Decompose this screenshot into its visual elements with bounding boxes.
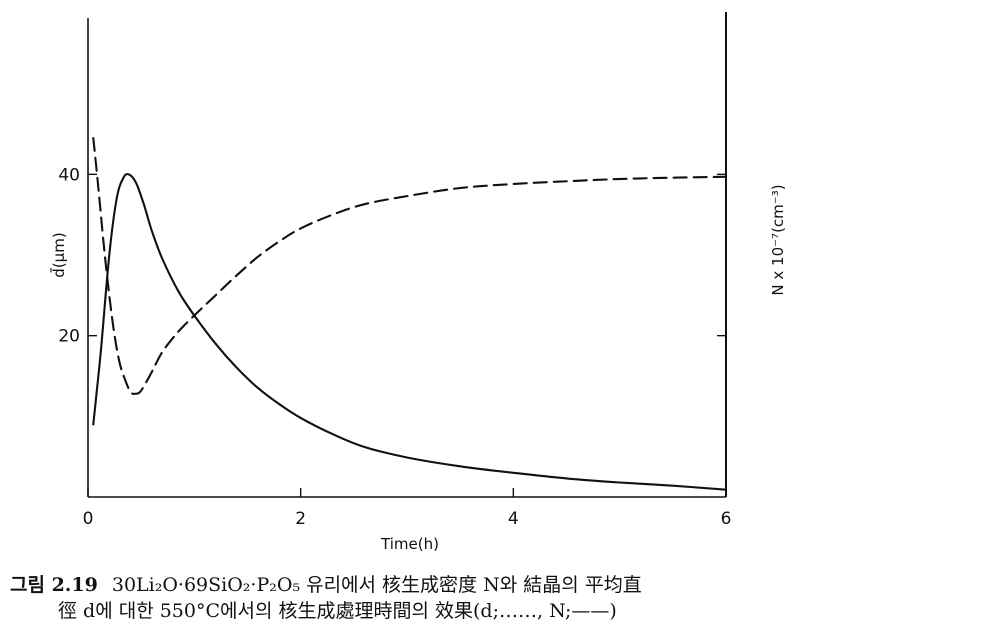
labels: Time(h) d̄(μm) N x 10⁻⁷(cm⁻³) <box>49 184 787 553</box>
x-tick-label: 0 <box>83 509 94 529</box>
caption-text-2: 徑 d에 대한 550°C에서의 核生成處理時間의 效果(d;……, N;——) <box>58 600 617 622</box>
series-line-solid <box>92 173 728 491</box>
ticks: 0 2 4 6 20 40 <box>58 165 731 529</box>
x-tick-label: 2 <box>295 509 306 529</box>
y-tick-label: 40 <box>58 165 80 185</box>
axes <box>87 12 727 498</box>
y-tick-label: 20 <box>58 327 80 347</box>
series-line-dashed <box>92 136 728 395</box>
figure-caption-line-2: 徑 d에 대한 550°C에서의 核生成處理時間의 效果(d;……, N;——) <box>58 596 978 623</box>
left-axis-title: d̄(μm) <box>49 232 68 277</box>
x-tick-label: 4 <box>508 509 519 529</box>
figure-caption-line-1: 그림 2.19 30Li₂O·69SiO₂·P₂O₅ 유리에서 核生成密度 N와 … <box>10 570 985 597</box>
figure-number: 그림 2.19 <box>10 574 98 596</box>
x-axis-title: Time(h) <box>380 535 439 553</box>
right-axis-title: N x 10⁻⁷(cm⁻³) <box>769 184 787 295</box>
chart: 0 2 4 6 20 40 Time(h) d̄(μm) N x 10⁻⁷(cm⁻³) <box>49 12 787 553</box>
series-layer <box>92 136 728 491</box>
caption-text-1: 30Li₂O·69SiO₂·P₂O₅ 유리에서 核生成密度 N와 結晶의 平均直 <box>111 574 642 596</box>
x-tick-label: 6 <box>721 509 732 529</box>
